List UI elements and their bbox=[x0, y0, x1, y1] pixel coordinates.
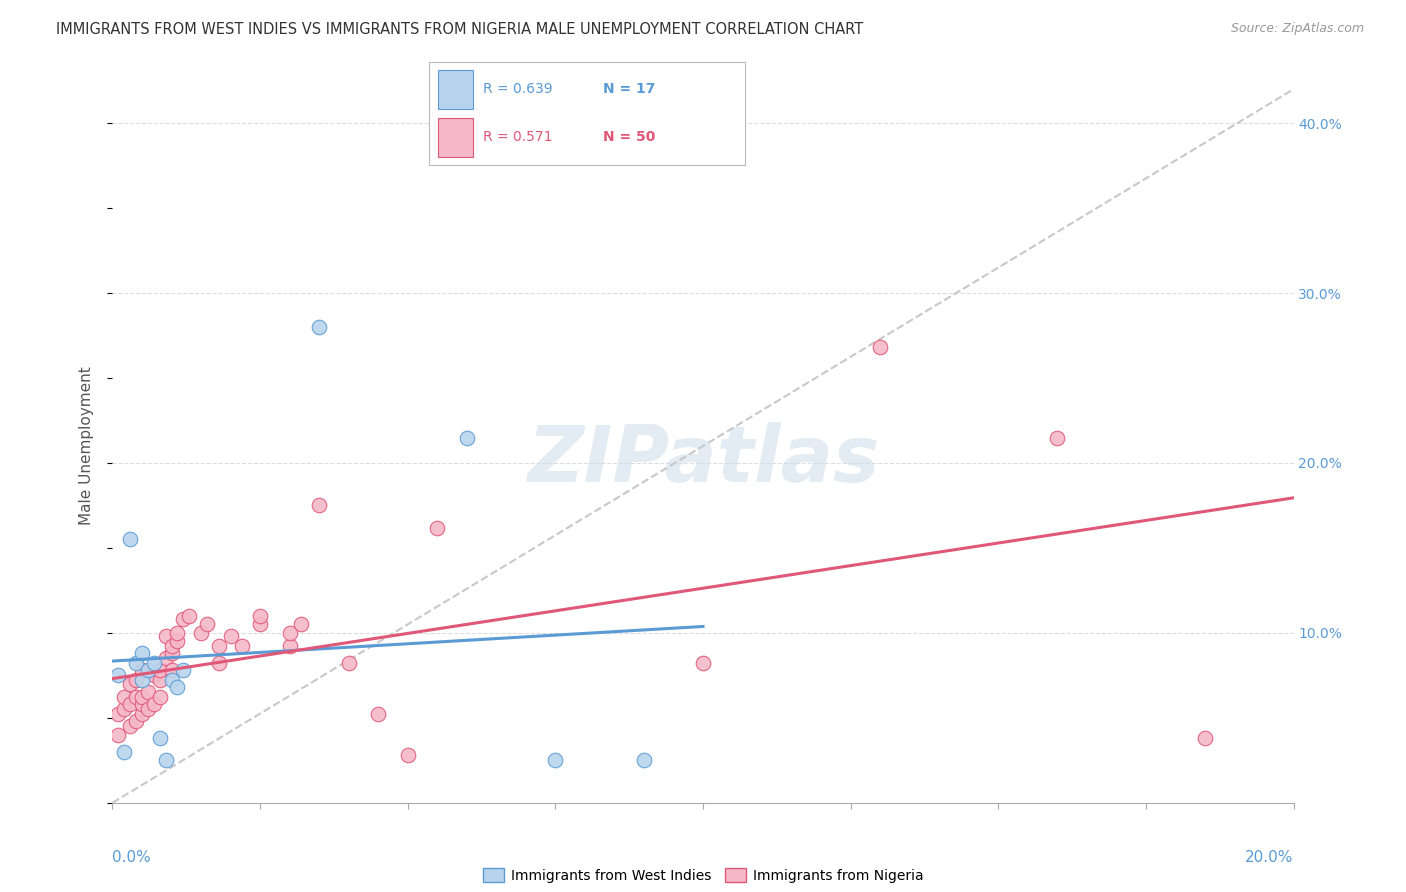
Point bbox=[869, 341, 891, 355]
Point bbox=[231, 640, 253, 654]
Point bbox=[160, 646, 183, 660]
Point bbox=[131, 690, 153, 705]
Point bbox=[396, 748, 419, 763]
Point bbox=[179, 608, 201, 623]
Point bbox=[131, 663, 153, 677]
Point bbox=[166, 634, 188, 648]
Point bbox=[120, 677, 142, 691]
Point bbox=[149, 731, 172, 746]
Point bbox=[195, 617, 218, 632]
Point bbox=[208, 640, 231, 654]
Text: N = 17: N = 17 bbox=[603, 82, 655, 96]
Point bbox=[120, 719, 142, 733]
Point bbox=[125, 657, 148, 671]
Text: Source: ZipAtlas.com: Source: ZipAtlas.com bbox=[1230, 22, 1364, 36]
Bar bbox=[439, 118, 472, 157]
Point bbox=[112, 690, 135, 705]
Text: R = 0.639: R = 0.639 bbox=[482, 82, 553, 96]
Point bbox=[308, 320, 330, 334]
Point bbox=[131, 707, 153, 722]
Text: 20.0%: 20.0% bbox=[1246, 850, 1294, 865]
Legend: Immigrants from West Indies, Immigrants from Nigeria: Immigrants from West Indies, Immigrants … bbox=[477, 863, 929, 888]
Point bbox=[149, 673, 172, 688]
Point bbox=[278, 626, 301, 640]
Point bbox=[136, 685, 159, 699]
Point bbox=[367, 707, 389, 722]
Point bbox=[142, 657, 165, 671]
Point bbox=[149, 663, 172, 677]
Point bbox=[136, 702, 159, 716]
Point bbox=[107, 728, 129, 742]
Point bbox=[120, 698, 142, 712]
Point bbox=[219, 629, 242, 643]
Point bbox=[172, 612, 194, 626]
Point bbox=[337, 657, 360, 671]
Point bbox=[692, 657, 714, 671]
Point bbox=[112, 745, 135, 759]
Point bbox=[166, 626, 188, 640]
Point bbox=[112, 702, 135, 716]
Point bbox=[131, 673, 153, 688]
Point bbox=[107, 707, 129, 722]
Bar bbox=[439, 70, 472, 109]
Point bbox=[142, 698, 165, 712]
Text: IMMIGRANTS FROM WEST INDIES VS IMMIGRANTS FROM NIGERIA MALE UNEMPLOYMENT CORRELA: IMMIGRANTS FROM WEST INDIES VS IMMIGRANT… bbox=[56, 22, 863, 37]
Point bbox=[149, 690, 172, 705]
Point bbox=[142, 668, 165, 682]
Point bbox=[155, 753, 177, 767]
Point bbox=[456, 430, 478, 444]
Point bbox=[131, 698, 153, 712]
Point bbox=[249, 617, 271, 632]
Point bbox=[1046, 430, 1069, 444]
Point bbox=[155, 651, 177, 665]
Point bbox=[120, 533, 142, 547]
Point bbox=[633, 753, 655, 767]
Point bbox=[290, 617, 312, 632]
Point bbox=[160, 640, 183, 654]
Point bbox=[190, 626, 212, 640]
Point bbox=[160, 663, 183, 677]
Point bbox=[1194, 731, 1216, 746]
Point bbox=[308, 499, 330, 513]
Point bbox=[172, 663, 194, 677]
Text: N = 50: N = 50 bbox=[603, 130, 655, 145]
Text: R = 0.571: R = 0.571 bbox=[482, 130, 553, 145]
Point bbox=[278, 640, 301, 654]
Point bbox=[125, 690, 148, 705]
Point bbox=[166, 680, 188, 694]
Point bbox=[107, 668, 129, 682]
Text: 0.0%: 0.0% bbox=[112, 850, 152, 865]
Point bbox=[125, 714, 148, 729]
Point bbox=[544, 753, 567, 767]
Point bbox=[426, 520, 449, 534]
Point bbox=[160, 673, 183, 688]
Point bbox=[249, 608, 271, 623]
Point bbox=[208, 657, 231, 671]
Point bbox=[125, 673, 148, 688]
Y-axis label: Male Unemployment: Male Unemployment bbox=[79, 367, 94, 525]
Point bbox=[136, 663, 159, 677]
Text: ZIPatlas: ZIPatlas bbox=[527, 422, 879, 499]
Point bbox=[131, 646, 153, 660]
Point bbox=[155, 629, 177, 643]
